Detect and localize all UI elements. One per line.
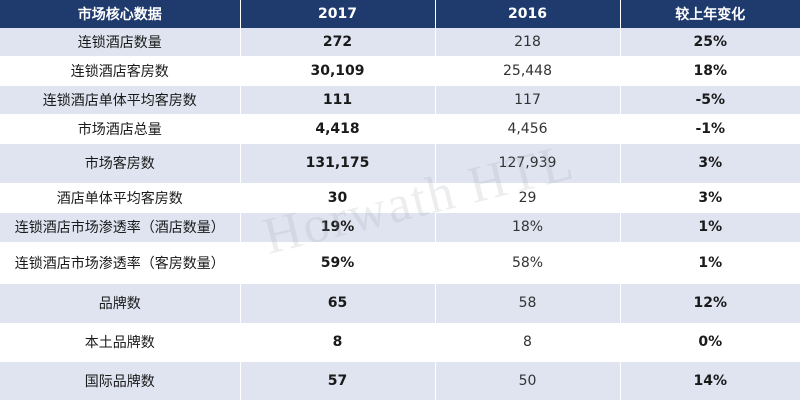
value-2017: 30,109 bbox=[240, 56, 436, 86]
table-header-row: 市场核心数据 2017 2016 较上年变化 bbox=[0, 0, 800, 28]
value-2017: 8 bbox=[240, 323, 436, 362]
table-row: 国际品牌数 57 50 14% bbox=[0, 361, 800, 401]
value-2017: 57 bbox=[240, 361, 436, 401]
value-2016: 50 bbox=[435, 361, 621, 401]
value-2016: 4,456 bbox=[435, 114, 621, 144]
value-2016: 25,448 bbox=[435, 56, 621, 86]
header-2016: 2016 bbox=[435, 0, 621, 28]
change-value: 0% bbox=[620, 323, 800, 362]
value-2016: 117 bbox=[435, 85, 621, 115]
value-2017: 59% bbox=[240, 242, 436, 284]
value-2017: 30 bbox=[240, 183, 436, 213]
header-change: 较上年变化 bbox=[620, 0, 800, 28]
value-2016: 29 bbox=[435, 183, 621, 213]
value-2017: 4,418 bbox=[240, 114, 436, 144]
change-value: 3% bbox=[620, 183, 800, 213]
table-row: 市场客房数 131,175 127,939 3% bbox=[0, 143, 800, 184]
header-2017: 2017 bbox=[240, 0, 436, 28]
row-label: 品牌数 bbox=[0, 283, 241, 324]
change-value: 3% bbox=[620, 143, 800, 184]
table-row: 市场酒店总量 4,418 4,456 -1% bbox=[0, 114, 800, 144]
value-2017: 272 bbox=[240, 28, 436, 57]
value-2016: 218 bbox=[435, 28, 621, 57]
change-value: 14% bbox=[620, 361, 800, 401]
row-label: 连锁酒店数量 bbox=[0, 28, 241, 57]
table-row: 品牌数 65 58 12% bbox=[0, 283, 800, 324]
table-row: 连锁酒店市场渗透率（客房数量） 59% 58% 1% bbox=[0, 242, 800, 284]
value-2017: 111 bbox=[240, 85, 436, 115]
value-2017: 131,175 bbox=[240, 143, 436, 184]
table-row: 连锁酒店数量 272 218 25% bbox=[0, 28, 800, 57]
value-2016: 58 bbox=[435, 283, 621, 324]
row-label: 国际品牌数 bbox=[0, 361, 241, 401]
row-label: 本土品牌数 bbox=[0, 323, 241, 362]
row-label: 连锁酒店市场渗透率（客房数量） bbox=[0, 242, 241, 284]
change-value: -1% bbox=[620, 114, 800, 144]
change-value: 25% bbox=[620, 28, 800, 57]
value-2017: 19% bbox=[240, 212, 436, 243]
row-label: 市场客房数 bbox=[0, 143, 241, 184]
header-metric: 市场核心数据 bbox=[0, 0, 241, 28]
table-row: 连锁酒店市场渗透率（酒店数量） 19% 18% 1% bbox=[0, 212, 800, 243]
value-2017: 65 bbox=[240, 283, 436, 324]
change-value: -5% bbox=[620, 85, 800, 115]
row-label: 市场酒店总量 bbox=[0, 114, 241, 144]
table-row: 连锁酒店客房数 30,109 25,448 18% bbox=[0, 56, 800, 86]
table-row: 酒店单体平均客房数 30 29 3% bbox=[0, 183, 800, 213]
value-2016: 18% bbox=[435, 212, 621, 243]
value-2016: 58% bbox=[435, 242, 621, 284]
row-label: 连锁酒店单体平均客房数 bbox=[0, 85, 241, 115]
value-2016: 8 bbox=[435, 323, 621, 362]
row-label: 酒店单体平均客房数 bbox=[0, 183, 241, 213]
change-value: 1% bbox=[620, 242, 800, 284]
change-value: 18% bbox=[620, 56, 800, 86]
table-row: 本土品牌数 8 8 0% bbox=[0, 323, 800, 362]
change-value: 1% bbox=[620, 212, 800, 243]
row-label: 连锁酒店市场渗透率（酒店数量） bbox=[0, 212, 241, 243]
value-2016: 127,939 bbox=[435, 143, 621, 184]
change-value: 12% bbox=[620, 283, 800, 324]
row-label: 连锁酒店客房数 bbox=[0, 56, 241, 86]
table-row: 连锁酒店单体平均客房数 111 117 -5% bbox=[0, 85, 800, 115]
